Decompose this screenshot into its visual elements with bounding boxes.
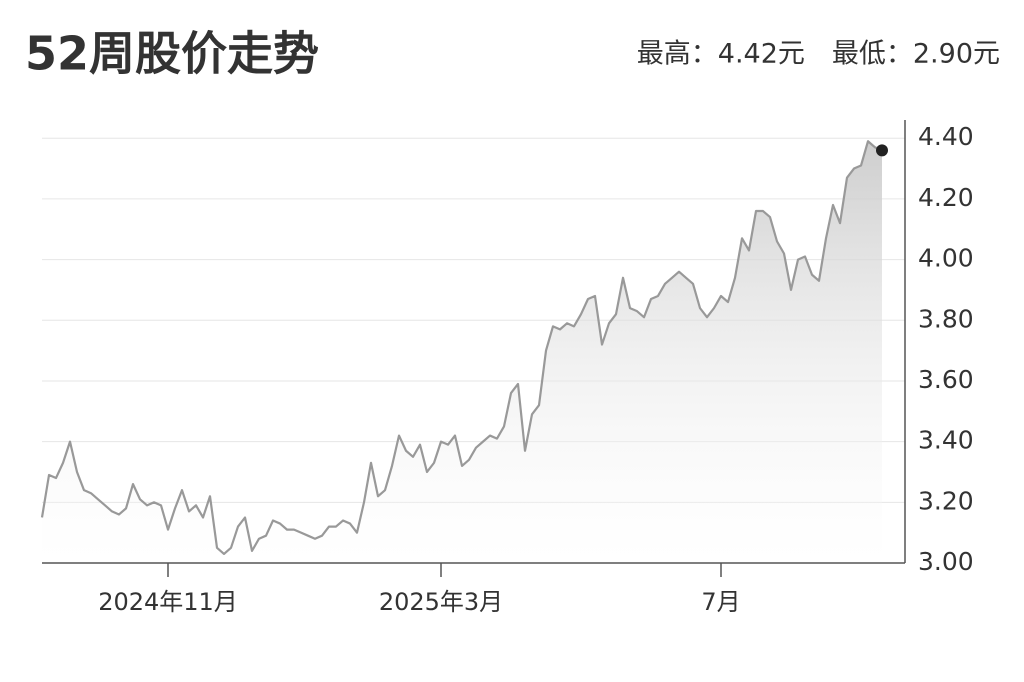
x-tick-label: 2025年3月 <box>379 588 503 616</box>
y-tick-label: 3.60 <box>918 365 974 394</box>
chart-title: 52周股价走势 <box>25 27 319 81</box>
y-tick-label: 4.20 <box>918 183 974 212</box>
y-tick-label: 4.00 <box>918 244 974 273</box>
y-tick-label: 3.00 <box>918 547 974 576</box>
y-tick-label: 3.40 <box>918 426 974 455</box>
y-tick-label: 3.80 <box>918 304 974 333</box>
x-tick-label: 2024年11月 <box>98 588 238 616</box>
x-tick-label: 7月 <box>701 588 740 616</box>
end-point <box>876 144 888 157</box>
y-tick-label: 4.40 <box>918 122 974 151</box>
chart-subtitle: 最高：4.42元 最低：2.90元 <box>637 39 1000 70</box>
area <box>42 141 882 563</box>
line <box>40 140 883 555</box>
y-tick-label: 3.20 <box>918 486 974 515</box>
